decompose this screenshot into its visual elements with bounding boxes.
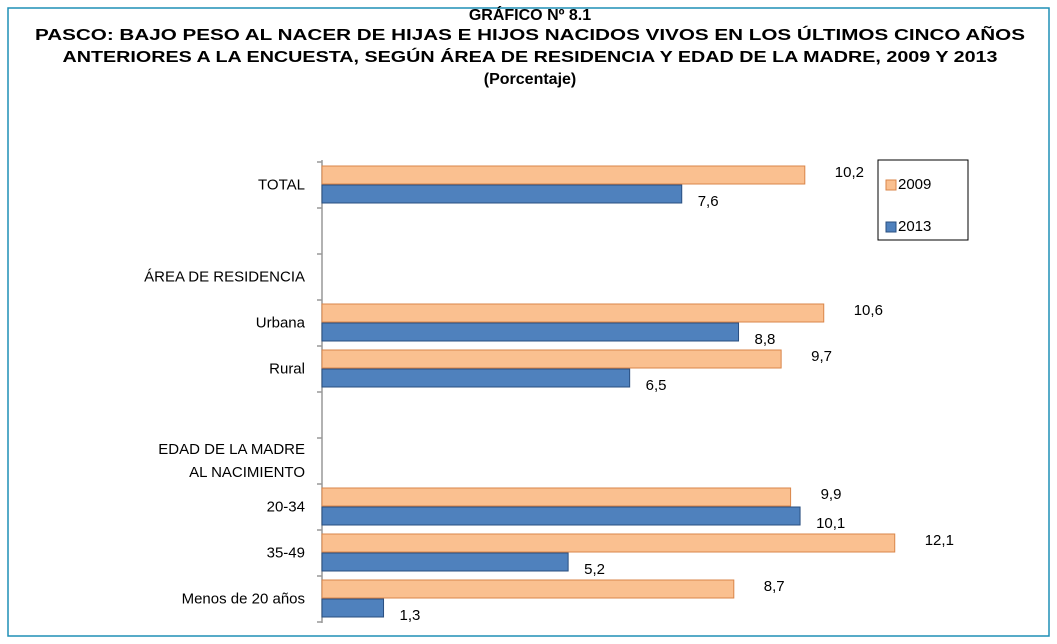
bar (321, 322, 740, 342)
value-label: 12,1 (925, 532, 954, 549)
bar (321, 349, 782, 369)
legend-label: 2009 (898, 176, 931, 193)
category-label: Menos de 20 años (181, 590, 305, 608)
category-label: Rural (269, 360, 305, 378)
bar (321, 598, 385, 618)
value-label: 7,6 (698, 193, 719, 210)
value-label: 5,2 (584, 561, 605, 578)
value-label: 8,8 (755, 331, 776, 348)
value-label: 10,2 (835, 164, 864, 181)
legend-swatch (885, 179, 897, 191)
legend-swatch (885, 221, 897, 233)
legend-box (877, 159, 969, 241)
category-label: EDAD DE LA MADRE AL NACIMIENTO (158, 441, 305, 481)
value-label: 10,1 (816, 515, 845, 532)
bar (321, 184, 683, 204)
bar (321, 165, 806, 185)
legend-label: 2013 (898, 218, 931, 235)
bar (321, 368, 631, 388)
chart-title: GRÁFICO Nº 8.1 (469, 5, 591, 24)
bar (321, 552, 569, 572)
value-label: 1,3 (400, 607, 421, 624)
bar (321, 533, 896, 553)
value-label: 8,7 (764, 578, 785, 595)
chart-subtitle: PASCO: BAJO PESO AL NACER DE HIJAS E HIJ… (35, 24, 1025, 44)
bar (321, 303, 825, 323)
chart-subtitle: (Porcentaje) (484, 71, 576, 88)
category-label: Urbana (255, 314, 305, 332)
category-label: ÁREA DE RESIDENCIA (144, 268, 305, 286)
value-label: 9,7 (811, 348, 832, 365)
category-label: 20-34 (266, 498, 305, 516)
value-label: 9,9 (821, 486, 842, 503)
category-label: TOTAL (258, 176, 305, 194)
category-label: 35-49 (266, 544, 305, 562)
bar (321, 506, 801, 526)
value-label: 10,6 (854, 302, 883, 319)
chart-subtitle: ANTERIORES A LA ENCUESTA, SEGÚN ÁREA DE … (63, 47, 998, 66)
bar (321, 579, 735, 599)
bar (321, 487, 792, 507)
value-label: 6,5 (646, 377, 667, 394)
